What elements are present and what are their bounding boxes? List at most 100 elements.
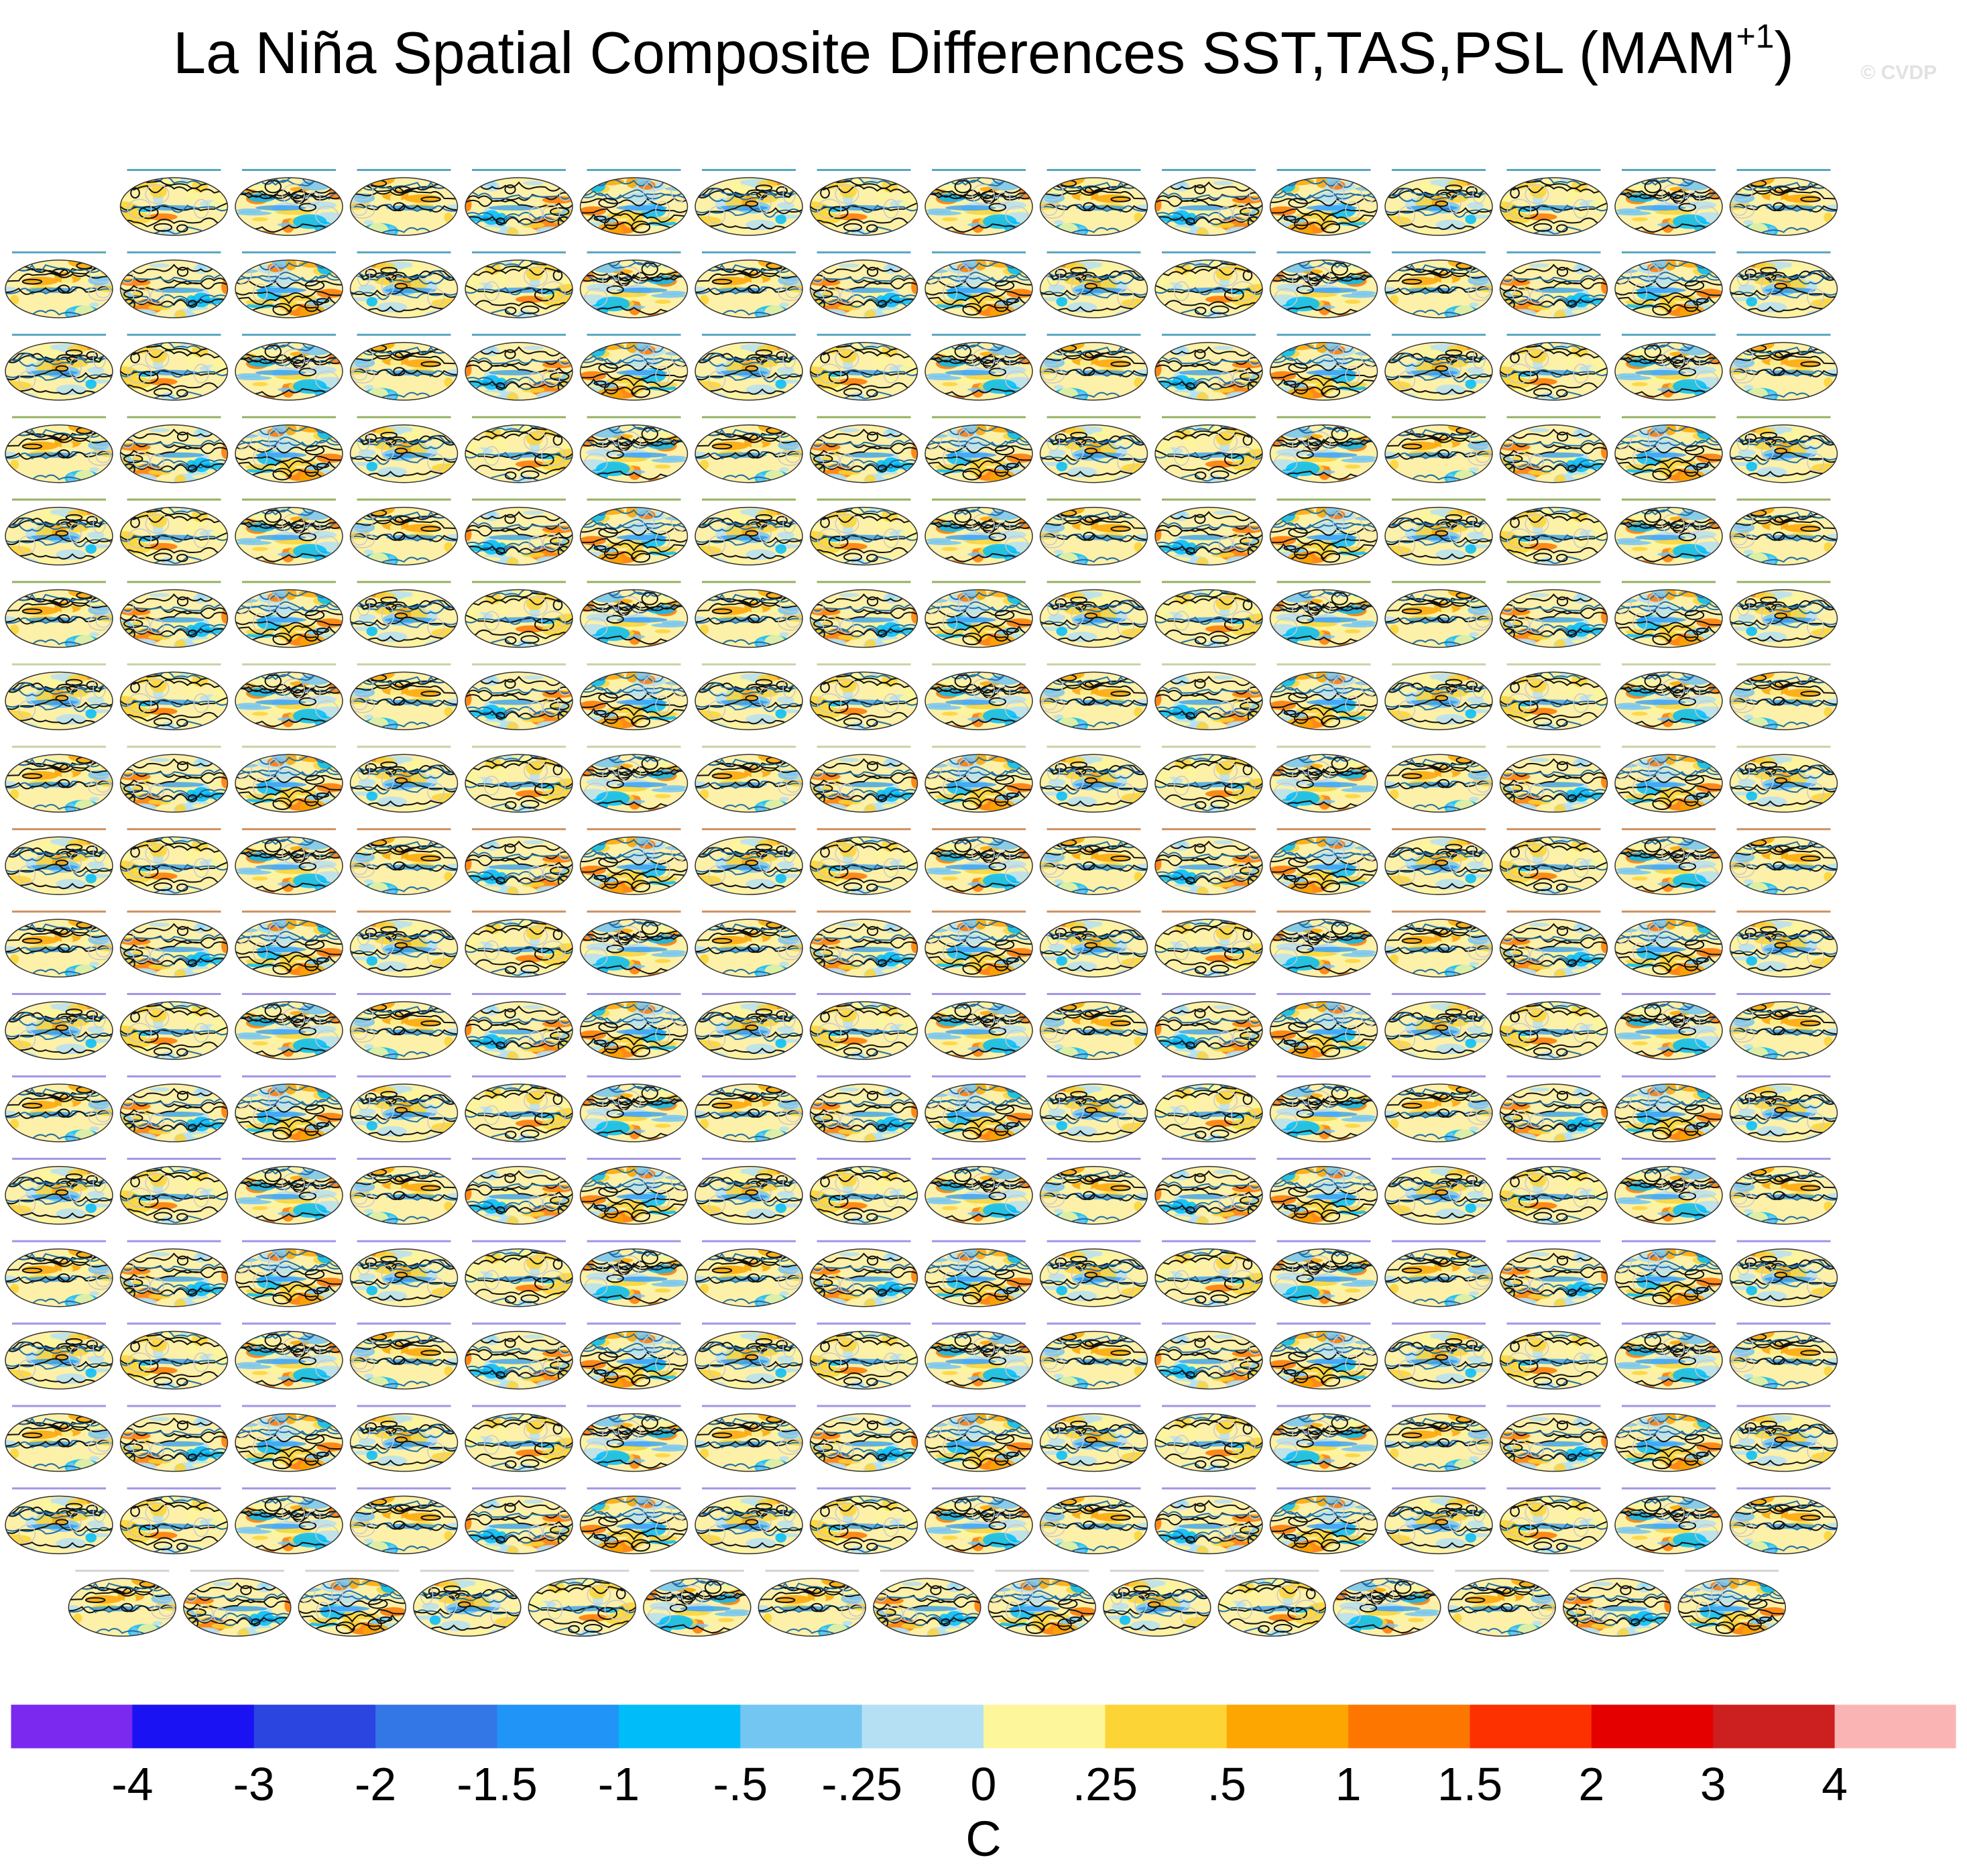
- panel-title-strip: [587, 1240, 681, 1242]
- panel-title-strip: [587, 993, 681, 995]
- panel-title-strip: [1047, 581, 1141, 583]
- panel-title-strip: [357, 911, 451, 913]
- panel-title-strip: [1736, 1240, 1831, 1242]
- panel-title-strip: [932, 663, 1026, 666]
- map-panel: [298, 1570, 407, 1637]
- panel-title-strip: [75, 1570, 170, 1572]
- map-panel: [119, 828, 229, 895]
- map-panel: [119, 251, 229, 318]
- panel-title-strip: [817, 828, 911, 831]
- map-panel: [465, 746, 573, 813]
- map-panel: [695, 1075, 803, 1142]
- map-panel: [235, 1405, 343, 1472]
- panel-title-strip: [817, 663, 911, 666]
- panel-title-strip: [817, 1240, 911, 1242]
- panel-title-strip: [1622, 1322, 1716, 1325]
- map-panel: [809, 416, 918, 483]
- panel-title-strip: [127, 1405, 221, 1407]
- map-panel: [5, 581, 113, 648]
- map-panel: [925, 333, 1033, 401]
- colorbar-tick-label: 1.5: [1437, 1758, 1502, 1810]
- panel-title-strip: [1622, 1157, 1716, 1160]
- panel-title-strip: [587, 581, 681, 583]
- panel-title-strip: [1622, 333, 1716, 336]
- panel-title-strip: [1162, 416, 1256, 418]
- panel-title-strip: [1276, 416, 1371, 418]
- map-panel: [1039, 581, 1148, 648]
- map-panel: [1154, 993, 1263, 1060]
- map-panel: [1499, 251, 1608, 318]
- map-panel: [119, 746, 229, 813]
- panel-title-strip: [1506, 498, 1601, 501]
- colorbar-swatch: [11, 1704, 133, 1749]
- map-panel: [1103, 1570, 1211, 1637]
- map-panel: [1499, 828, 1608, 895]
- panel-title-strip: [472, 1075, 566, 1077]
- panel-title-strip: [702, 251, 796, 253]
- panel-title-strip: [127, 828, 221, 831]
- map-panel: [1729, 1487, 1838, 1555]
- panel-title-strip: [817, 746, 911, 748]
- panel-title-strip: [702, 1075, 796, 1077]
- panel-title-strip: [242, 1240, 336, 1242]
- panel-title-strip: [1276, 251, 1371, 253]
- panel-title-strip: [12, 251, 106, 253]
- panel-title-strip: [1506, 1240, 1601, 1242]
- map-panel: [925, 911, 1033, 978]
- map-panel: [1614, 911, 1723, 978]
- panel-title-strip: [932, 1075, 1026, 1077]
- map-panel: [465, 1240, 573, 1307]
- map-panel: [1039, 1240, 1148, 1307]
- panel-title-strip: [12, 993, 106, 995]
- map-panel: [695, 416, 803, 483]
- map-panel: [1039, 169, 1148, 236]
- map-panel: [579, 333, 689, 401]
- map-panel: [579, 1322, 689, 1390]
- map-panel: [1499, 663, 1608, 731]
- map-panel: [1269, 1240, 1378, 1307]
- panel-title-strip: [1276, 1157, 1371, 1160]
- panel-title-strip: [472, 746, 566, 748]
- map-panel: [925, 581, 1033, 648]
- panel-title-strip: [1736, 416, 1831, 418]
- map-panel: [235, 746, 343, 813]
- colorbar-swatch: [618, 1704, 741, 1749]
- panel-title-strip: [1506, 746, 1601, 748]
- colorbar-swatch: [861, 1704, 984, 1749]
- map-panel: [695, 251, 803, 318]
- panel-title-strip: [12, 911, 106, 913]
- panel-title-strip: [1506, 333, 1601, 336]
- map-panel: [695, 498, 803, 566]
- map-panel: [1039, 911, 1148, 978]
- map-panel: [1384, 993, 1493, 1060]
- map-panel: [809, 1487, 918, 1555]
- panel-title-strip: [702, 1322, 796, 1325]
- map-panel: [988, 1570, 1097, 1637]
- map-panel: [579, 663, 689, 731]
- map-panel: [1384, 416, 1493, 483]
- map-panel: [1499, 416, 1608, 483]
- panel-title-strip: [357, 828, 451, 831]
- panel-title-strip: [12, 1405, 106, 1407]
- map-panel: [1269, 1075, 1378, 1142]
- map-panel: [1499, 746, 1608, 813]
- colorbar-swatch: [497, 1704, 619, 1749]
- panel-title-strip: [242, 1405, 336, 1407]
- panel-title-strip: [472, 993, 566, 995]
- panel-title-strip: [1047, 1157, 1141, 1160]
- panel-title-strip: [1392, 828, 1486, 831]
- panel-title-strip: [12, 746, 106, 748]
- map-panel: [758, 1570, 867, 1637]
- map-panel: [1154, 663, 1263, 731]
- panel-title-strip: [1162, 1240, 1256, 1242]
- map-panel: [1269, 169, 1378, 236]
- map-panel: [695, 746, 803, 813]
- panel-title-strip: [587, 251, 681, 253]
- panel-title-strip: [1622, 498, 1716, 501]
- map-panel: [465, 911, 573, 978]
- map-panel: [1269, 1322, 1378, 1390]
- panel-title-strip: [357, 1240, 451, 1242]
- panel-title-strip: [932, 581, 1026, 583]
- map-panel: [1039, 498, 1148, 566]
- panel-title-strip: [1392, 663, 1486, 666]
